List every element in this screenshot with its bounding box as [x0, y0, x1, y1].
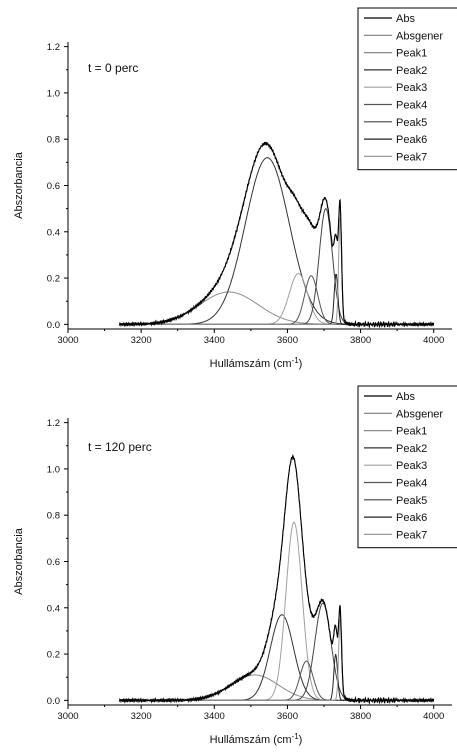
y-tick-label: 0.0 [47, 320, 60, 331]
x-tick-label: 3800 [350, 335, 371, 346]
legend-label: Peak4 [396, 100, 427, 112]
x-tick-label: 4000 [423, 335, 444, 346]
legend: Abs Absgener Peak1 Peak2 Peak3 Peak4 Peak5 Peak… [357, 7, 457, 171]
chart-panel-1: 3000 3200 3400 3600 3800 4000 0.0 0.2 0.4 0.6 0.8 1… [13, 7, 457, 370]
panel-annotation: t = 0 perc [88, 61, 138, 75]
legend-label: Absgener [396, 30, 443, 42]
legend-label: Abs [396, 391, 415, 403]
y-tick-label: 1.2 [47, 42, 60, 53]
legend-label: Absgener [396, 408, 443, 420]
series-peak5 [119, 208, 434, 325]
series-peak6 [119, 654, 434, 701]
legend-label: Peak5 [396, 495, 427, 507]
y-tick-label: 0.2 [47, 274, 60, 285]
y-tick-label: 1.0 [47, 464, 60, 475]
series-peak4 [119, 660, 434, 701]
legend-label: Peak7 [396, 529, 427, 541]
x-axis-title: Hullámszám (cm-1) [210, 732, 303, 746]
x-tick-label: 3800 [350, 711, 371, 722]
series-peak6 [119, 274, 434, 325]
x-tick-label: 3200 [131, 711, 152, 722]
y-tick-label: 0.8 [47, 511, 60, 522]
panel-annotation: t = 120 perc [88, 440, 152, 454]
y-tick-label: 1.0 [47, 88, 60, 99]
y-tick-label: 0.2 [47, 650, 60, 661]
series-peak3 [119, 521, 434, 701]
legend-label: Peak2 [396, 65, 427, 77]
x-tick-label: 3400 [204, 335, 225, 346]
legend-label: Peak1 [396, 48, 427, 60]
y-axis-title: Abszorbancia [13, 527, 25, 595]
x-tick-label: 3000 [57, 335, 78, 346]
legend-label: Peak4 [396, 478, 427, 490]
y-tick-label: 1.2 [47, 418, 60, 429]
series-abs [118, 453, 435, 705]
series-peak1 [119, 674, 434, 701]
x-tick-label: 3200 [131, 335, 152, 346]
series-peak7 [119, 619, 434, 701]
legend-label: Peak3 [396, 82, 427, 94]
y-tick-label: 0.6 [47, 557, 60, 568]
y-tick-label: 0.8 [47, 135, 60, 146]
series-abs [118, 141, 435, 329]
series-peak2 [119, 614, 434, 701]
series-peak7 [119, 217, 434, 325]
series-peak4 [119, 275, 434, 325]
y-tick-label: 0.0 [47, 696, 60, 707]
x-tick-label: 3600 [277, 335, 298, 346]
legend-label: Peak6 [396, 512, 427, 524]
y-axis-title: Abszorbancia [13, 151, 25, 219]
legend-label: Peak7 [396, 151, 427, 163]
x-tick-label: 3000 [57, 711, 78, 722]
chart-panel-2: 3000 3200 3400 3600 3800 4000 0.0 0.2 0.4 0.6 0.8 1… [13, 385, 457, 746]
y-tick-label: 0.6 [47, 181, 60, 192]
legend-label: Abs [396, 13, 415, 25]
legend-label: Peak5 [396, 117, 427, 129]
y-tick-label: 0.4 [47, 603, 60, 614]
x-tick-label: 3600 [277, 711, 298, 722]
series-peak2 [119, 157, 434, 325]
x-tick-label: 3400 [204, 711, 225, 722]
y-tick-label: 0.4 [47, 227, 60, 238]
legend-label: Peak1 [396, 426, 427, 438]
legend-label: Peak6 [396, 134, 427, 146]
x-tick-label: 4000 [423, 711, 444, 722]
legend-label: Peak2 [396, 443, 427, 455]
legend: Abs Absgener Peak1 Peak2 Peak3 Peak4 Peak5 Peak… [357, 385, 457, 549]
legend-label: Peak3 [396, 460, 427, 472]
x-axis-title: Hullámszám (cm-1) [210, 356, 303, 370]
series-peak3 [119, 272, 434, 325]
